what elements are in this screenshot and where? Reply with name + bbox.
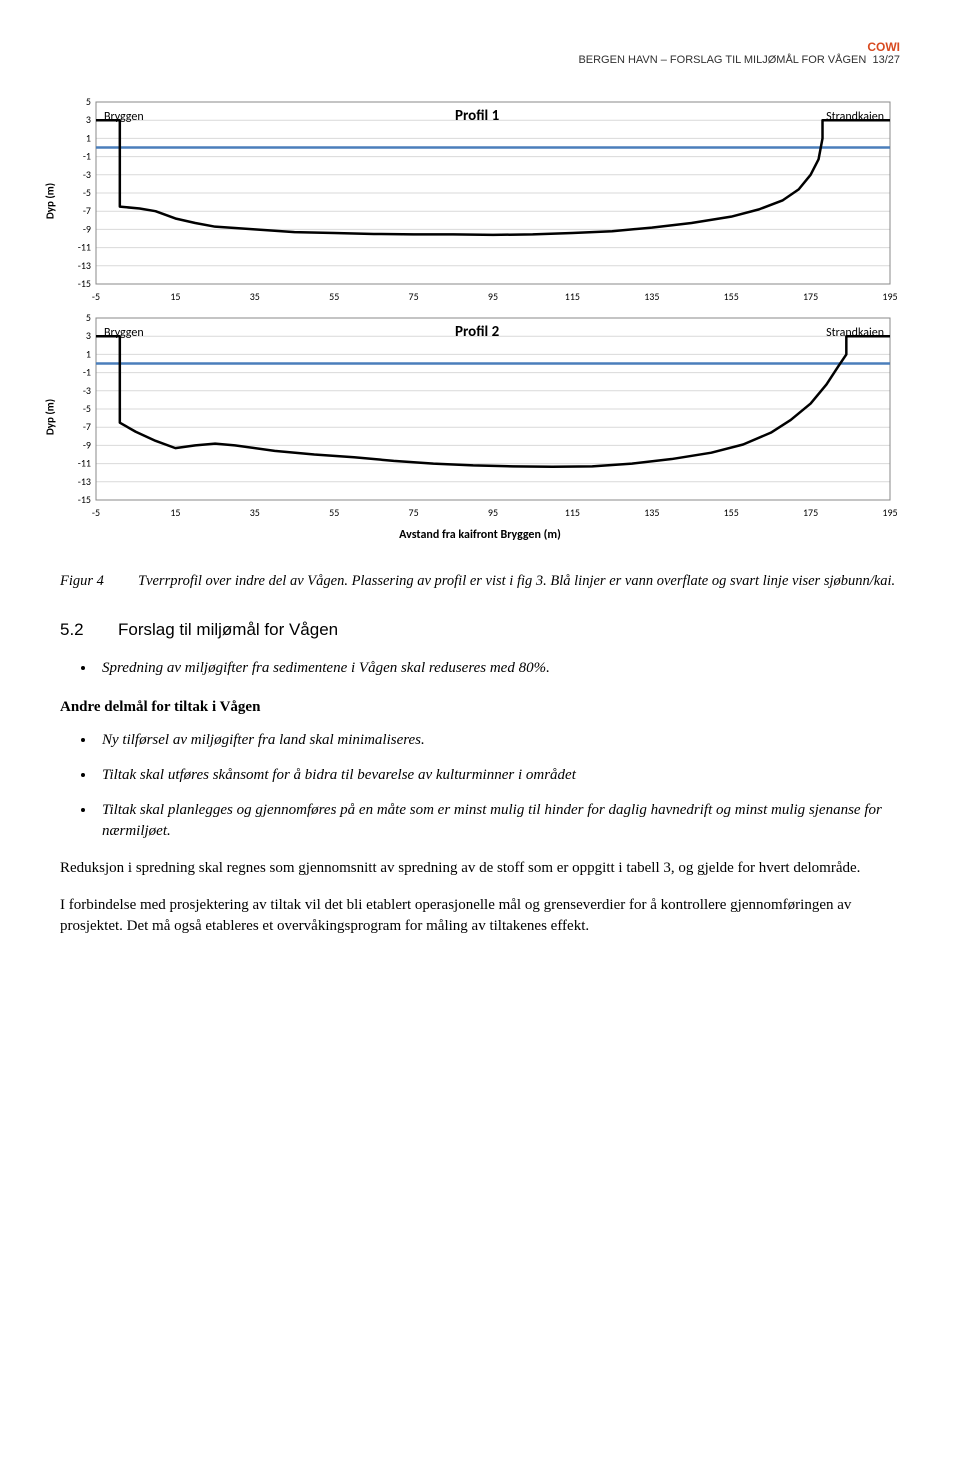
section-title: Forslag til miljømål for Vågen [118, 620, 338, 640]
svg-text:75: 75 [409, 290, 419, 303]
svg-text:55: 55 [329, 290, 339, 303]
section-heading: 5.2 Forslag til miljømål for Vågen [60, 620, 900, 640]
svg-text:-11: -11 [78, 241, 91, 254]
svg-text:115: 115 [565, 506, 580, 519]
svg-text:Strandkaien: Strandkaien [826, 110, 884, 124]
svg-text:15: 15 [170, 290, 180, 303]
svg-text:-13: -13 [78, 475, 91, 488]
svg-text:75: 75 [409, 506, 419, 519]
svg-text:-7: -7 [83, 204, 91, 217]
svg-text:-13: -13 [78, 259, 91, 272]
svg-text:-5: -5 [83, 402, 91, 415]
svg-text:-1: -1 [83, 150, 91, 163]
caption-text: Tverrprofil over indre del av Vågen. Pla… [138, 572, 900, 592]
svg-text:195: 195 [882, 506, 897, 519]
yaxis-label-2: Dyp (m) [44, 399, 57, 435]
svg-text:Profil 1: Profil 1 [455, 107, 500, 125]
svg-text:55: 55 [329, 506, 339, 519]
chart-profil-1: Dyp (m) 531-1-3-5-7-9-11-13-15-515355575… [60, 96, 900, 306]
caption-label: Figur 4 [60, 572, 138, 592]
svg-text:5: 5 [86, 312, 91, 324]
svg-text:-11: -11 [78, 457, 91, 470]
svg-text:-5: -5 [92, 290, 100, 303]
list-item: Tiltak skal utføres skånsomt for å bidra… [96, 765, 900, 786]
page-header: COWI BERGEN HAVN – FORSLAG TIL MILJØMÅL … [60, 40, 900, 66]
svg-text:35: 35 [250, 506, 260, 519]
svg-text:-9: -9 [83, 438, 91, 451]
charts-region: Dyp (m) 531-1-3-5-7-9-11-13-15-515355575… [60, 96, 900, 542]
svg-text:3: 3 [86, 113, 91, 126]
sub-bullet-list: Ny tilførsel av miljøgifter fra land ska… [60, 730, 900, 842]
paragraph: I forbindelse med prosjektering av tilta… [60, 895, 900, 937]
svg-text:-1: -1 [83, 366, 91, 379]
svg-text:1: 1 [86, 131, 91, 144]
svg-text:5: 5 [86, 96, 91, 108]
svg-text:115: 115 [565, 290, 580, 303]
svg-text:15: 15 [170, 506, 180, 519]
svg-text:-7: -7 [83, 420, 91, 433]
svg-text:175: 175 [803, 506, 818, 519]
yaxis-label-1: Dyp (m) [44, 183, 57, 219]
svg-text:-15: -15 [78, 277, 91, 290]
brand-logo: COWI [60, 40, 900, 54]
svg-text:135: 135 [644, 506, 659, 519]
svg-text:175: 175 [803, 290, 818, 303]
svg-text:3: 3 [86, 329, 91, 342]
svg-text:1: 1 [86, 347, 91, 360]
svg-text:Bryggen: Bryggen [104, 326, 144, 340]
subheading: Andre delmål for tiltak i Vågen [60, 699, 900, 716]
svg-text:-9: -9 [83, 222, 91, 235]
page-number: 13/27 [872, 54, 900, 66]
svg-text:95: 95 [488, 290, 498, 303]
chart-svg-1: 531-1-3-5-7-9-11-13-15-51535557595115135… [60, 96, 900, 306]
paragraph: Reduksjon i spredning skal regnes som gj… [60, 858, 900, 879]
svg-text:135: 135 [644, 290, 659, 303]
list-item: Tiltak skal planlegges og gjennomføres p… [96, 800, 900, 842]
svg-text:35: 35 [250, 290, 260, 303]
chart-svg-2: 531-1-3-5-7-9-11-13-15-51535557595115135… [60, 312, 900, 522]
svg-text:-3: -3 [83, 168, 91, 181]
svg-text:-15: -15 [78, 493, 91, 506]
xaxis-label: Avstand fra kaifront Bryggen (m) [60, 528, 900, 542]
svg-text:Bryggen: Bryggen [104, 110, 144, 124]
main-bullet-list: Spredning av miljøgifter fra sedimentene… [60, 658, 900, 679]
list-item: Ny tilførsel av miljøgifter fra land ska… [96, 730, 900, 751]
svg-text:Strandkaien: Strandkaien [826, 326, 884, 340]
section-num: 5.2 [60, 620, 118, 640]
figure-caption: Figur 4 Tverrprofil over indre del av Vå… [60, 572, 900, 592]
svg-text:155: 155 [724, 506, 739, 519]
svg-text:Profil 2: Profil 2 [455, 323, 500, 341]
chart-profil-2: Dyp (m) 531-1-3-5-7-9-11-13-15-515355575… [60, 312, 900, 522]
svg-text:-3: -3 [83, 384, 91, 397]
svg-text:-5: -5 [92, 506, 100, 519]
svg-text:-5: -5 [83, 186, 91, 199]
svg-text:155: 155 [724, 290, 739, 303]
svg-text:95: 95 [488, 506, 498, 519]
list-item: Spredning av miljøgifter fra sedimentene… [96, 658, 900, 679]
svg-text:195: 195 [882, 290, 897, 303]
running-title: BERGEN HAVN – FORSLAG TIL MILJØMÅL FOR V… [578, 54, 866, 66]
